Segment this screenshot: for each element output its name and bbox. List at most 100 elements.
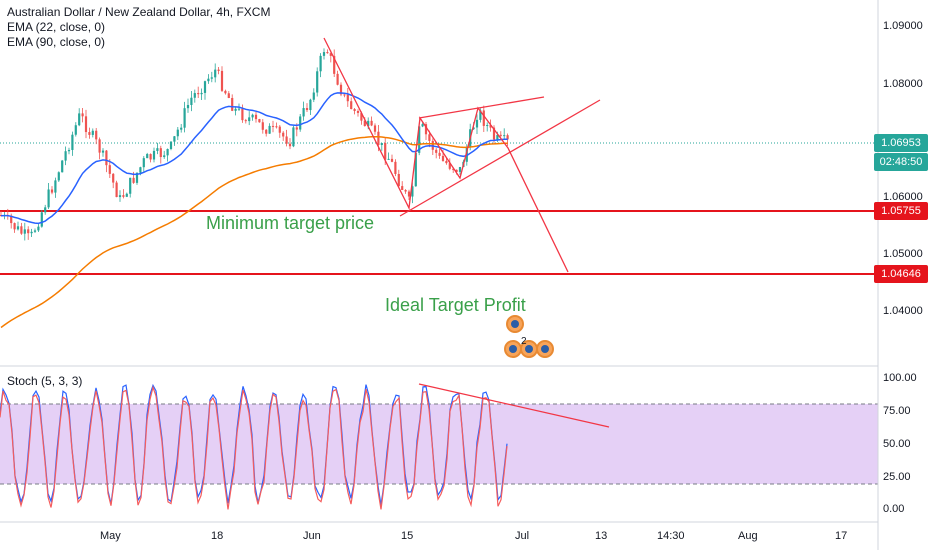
candle-body: [258, 119, 261, 123]
candle-body: [217, 69, 220, 71]
candle-body: [156, 148, 159, 151]
candle-body: [404, 189, 407, 192]
candle-body: [479, 110, 482, 120]
candle-body: [363, 120, 366, 127]
countdown-tag: 02:48:50: [874, 153, 928, 171]
time-label: Jun: [303, 530, 321, 542]
lower-trendline: [399, 99, 601, 217]
candle-body: [231, 97, 234, 111]
candle-body: [336, 73, 339, 85]
candle-body: [275, 126, 278, 128]
economic-event-icon[interactable]: [506, 315, 524, 333]
candle-body: [84, 116, 88, 133]
ema-22-legend[interactable]: EMA (22, close, 0): [7, 20, 106, 34]
candle-body: [112, 173, 115, 183]
candle-body: [64, 151, 67, 161]
ideal-target-label[interactable]: Ideal Target Profit: [385, 295, 526, 315]
zigzag-drawing: [323, 37, 569, 273]
candle-body: [81, 113, 84, 117]
candle-body: [418, 126, 421, 153]
candle-body: [482, 110, 485, 126]
symbol-title[interactable]: Australian Dollar / New Zealand Dollar, …: [7, 5, 271, 19]
level-price-tag-1: 1.05755: [874, 202, 928, 220]
candle-body: [163, 155, 166, 158]
time-label: 14:30: [657, 530, 685, 542]
candle-body: [210, 77, 213, 79]
candle-body: [394, 161, 397, 174]
candle-body: [322, 52, 326, 56]
event-count-badge: 2: [521, 336, 527, 347]
candle-body: [299, 116, 302, 130]
candle-body: [129, 177, 132, 194]
candle-body: [61, 160, 64, 173]
candle-body: [118, 195, 122, 198]
candle-body: [295, 127, 298, 130]
candle-body: [373, 125, 377, 132]
candle-body: [472, 127, 475, 130]
candle-body: [414, 152, 417, 187]
candle-body: [241, 108, 244, 121]
candle-body: [305, 108, 309, 111]
candle-body: [411, 186, 414, 197]
candle-body: [95, 130, 98, 140]
candle-body: [33, 230, 37, 232]
stoch-legend[interactable]: Stoch (5, 3, 3): [7, 374, 83, 388]
candle-body: [169, 141, 173, 149]
candle-body: [452, 168, 455, 170]
candle-body: [309, 99, 312, 111]
candle-body: [285, 136, 288, 144]
candle-body: [390, 158, 394, 162]
candle-body: [98, 139, 101, 153]
ema-90-legend[interactable]: EMA (90, close, 0): [7, 35, 106, 49]
candle-body: [115, 182, 118, 198]
candle-body: [234, 108, 237, 111]
candle-body: [288, 143, 292, 147]
candle-body: [503, 135, 506, 137]
candle-body: [326, 52, 329, 54]
candle-body: [149, 154, 152, 160]
candle-body: [268, 125, 271, 134]
candle-body: [428, 134, 431, 141]
candle-body: [346, 94, 349, 102]
candle-body: [186, 104, 190, 109]
candle-body: [159, 148, 162, 158]
candle-body: [88, 132, 91, 135]
min-target-label[interactable]: Minimum target price: [206, 213, 375, 233]
candle-body: [438, 152, 441, 156]
drawing-lines[interactable]: [323, 37, 610, 428]
candle-body: [343, 94, 346, 96]
candle-body: [23, 229, 26, 234]
candle-body: [424, 124, 428, 135]
candle-body: [489, 125, 492, 128]
candle-body: [176, 129, 179, 137]
price-tick: 1.09000: [883, 20, 923, 32]
time-label: Jul: [515, 530, 530, 542]
candlestick-series: [0, 48, 509, 241]
candle-body: [13, 223, 16, 230]
upper-trendline: [418, 96, 545, 119]
stoch-tick: 0.00: [883, 503, 905, 515]
candle-body: [387, 158, 390, 160]
candle-body: [356, 110, 360, 113]
candle-body: [499, 134, 502, 136]
economic-event-icon[interactable]: [536, 340, 554, 358]
candle-body: [142, 158, 145, 168]
candle-body: [220, 70, 224, 91]
candle-body: [397, 173, 400, 187]
candle-body: [350, 101, 353, 110]
candle-body: [282, 132, 285, 137]
candle-body: [312, 92, 315, 100]
candle-body: [193, 93, 196, 98]
candle-body: [271, 125, 275, 127]
candle-body: [57, 172, 60, 181]
ema-90-line: [0, 135, 508, 329]
time-label: Aug: [738, 530, 758, 542]
candle-body: [166, 148, 169, 156]
candle-body: [401, 186, 404, 190]
candle-body: [278, 126, 281, 133]
candle-body: [370, 120, 373, 126]
candle-body: [458, 166, 462, 172]
candle-body: [74, 125, 77, 135]
candle-body: [207, 78, 210, 82]
